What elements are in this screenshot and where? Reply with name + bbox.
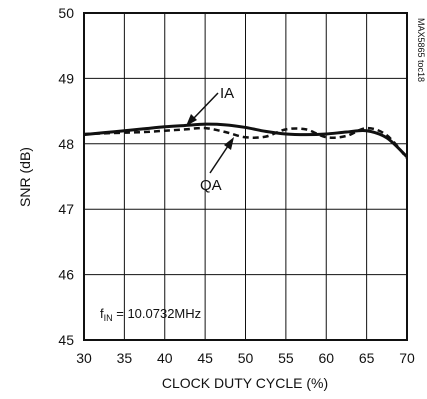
figure-code-watermark: MAX5865 toc18 xyxy=(416,18,426,82)
qa-leader-line xyxy=(209,145,229,174)
condition-subscript: IN xyxy=(104,313,113,323)
qa-series-label: QA xyxy=(200,177,222,194)
x-tick-label: 30 xyxy=(76,350,92,366)
series-line-ia xyxy=(83,122,409,158)
y-tick-label: 50 xyxy=(58,5,74,21)
plot-frame xyxy=(83,12,408,341)
x-tick-label: 70 xyxy=(399,350,415,366)
y-axis-title: SNR (dB) xyxy=(17,147,33,207)
condition-note: fIN = 10.0732MHz xyxy=(100,306,201,323)
series-lines xyxy=(83,122,409,160)
y-tick-label: 49 xyxy=(58,70,74,86)
y-tick-label: 47 xyxy=(58,201,74,217)
x-tick-label: 65 xyxy=(359,350,375,366)
ia-arrowhead xyxy=(186,114,197,126)
x-tick-labels: 30 35 40 45 50 55 60 65 70 xyxy=(76,350,415,366)
x-tick-label: 40 xyxy=(157,350,173,366)
condition-value: = 10.0732MHz xyxy=(113,306,202,321)
ia-series-label: IA xyxy=(220,85,234,102)
y-tick-label: 46 xyxy=(58,267,74,283)
ia-leader-line xyxy=(193,92,219,119)
y-tick-label: 48 xyxy=(58,136,74,152)
x-tick-label: 45 xyxy=(197,350,213,366)
qa-arrowhead xyxy=(224,137,234,150)
grid-lines xyxy=(84,13,407,340)
x-tick-label: 55 xyxy=(278,350,294,366)
series-line-qa xyxy=(83,126,408,160)
x-tick-label: 50 xyxy=(238,350,254,366)
x-axis-title: CLOCK DUTY CYCLE (%) xyxy=(162,375,328,391)
x-tick-label: 60 xyxy=(318,350,334,366)
condition-prefix: f xyxy=(100,306,104,321)
x-tick-label: 35 xyxy=(117,350,133,366)
y-tick-label: 45 xyxy=(58,332,74,348)
y-tick-labels: 45 46 47 48 49 50 xyxy=(58,5,74,348)
